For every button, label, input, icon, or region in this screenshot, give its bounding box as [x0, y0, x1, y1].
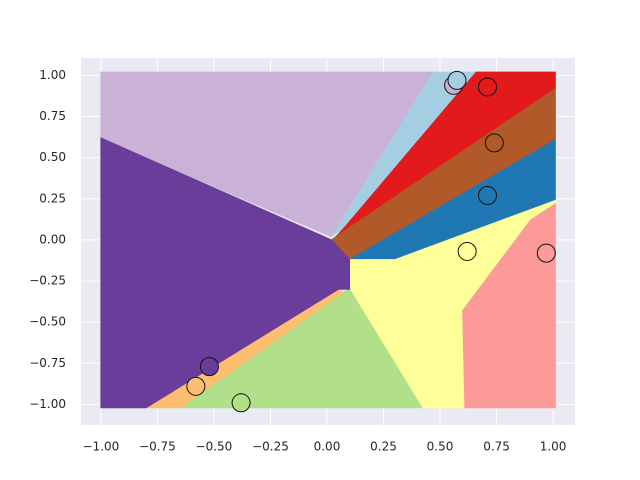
data-point [478, 77, 498, 97]
x-tick-label: −0.75 [139, 440, 176, 454]
data-point [199, 357, 219, 377]
x-tick-label: 0.75 [483, 440, 510, 454]
x-tick-label: 0.25 [370, 440, 397, 454]
y-tick-label: 0.00 [39, 232, 66, 246]
data-point [447, 70, 467, 90]
data-point [478, 186, 498, 206]
x-tick-label: −0.25 [252, 440, 289, 454]
x-tick-label: −1.00 [83, 440, 120, 454]
x-tick-label: 1.00 [540, 440, 567, 454]
data-point [186, 376, 206, 396]
y-tick-label: −1.00 [29, 397, 66, 411]
y-tick-label: −0.50 [29, 315, 66, 329]
data-point [484, 133, 504, 153]
data-point [231, 393, 251, 413]
data-point [457, 241, 477, 261]
y-tick-label: 0.25 [39, 191, 66, 205]
x-tick-label: 0.50 [427, 440, 454, 454]
y-tick-label: 0.50 [39, 150, 66, 164]
y-tick-label: 0.75 [39, 109, 66, 123]
y-tick-label: −0.25 [29, 274, 66, 288]
y-tick-label: −0.75 [29, 356, 66, 370]
x-tick-label: 0.00 [314, 440, 341, 454]
y-tick-label: 1.00 [39, 68, 66, 82]
data-point [536, 243, 556, 263]
decision-region [100, 137, 351, 409]
decision-region [462, 202, 556, 409]
x-tick-label: −0.50 [196, 440, 233, 454]
